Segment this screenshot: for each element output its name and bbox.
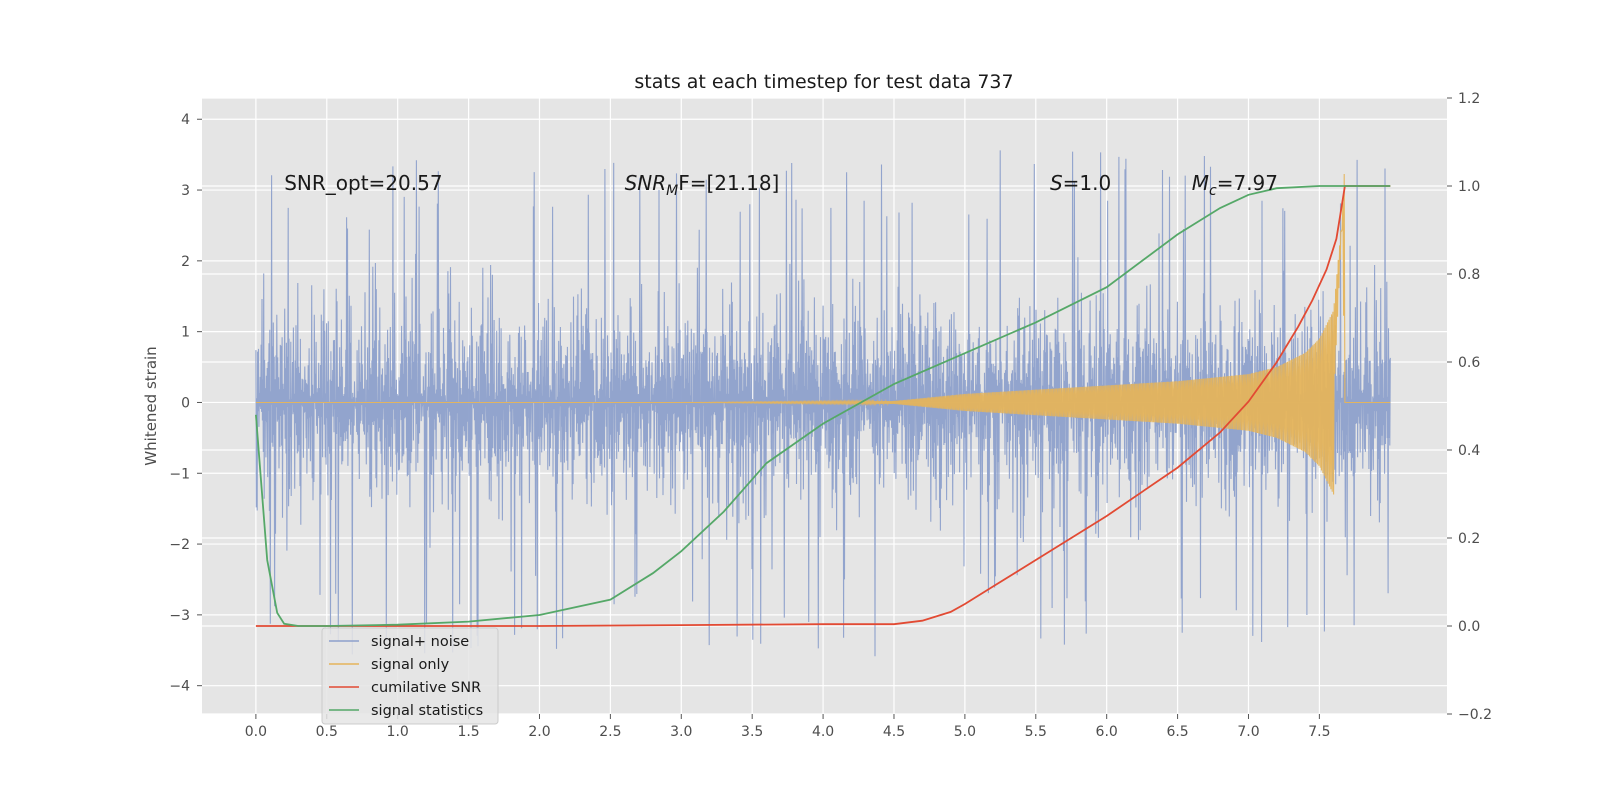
- y-tick-label: 2: [181, 254, 190, 270]
- y-tick-label: −3: [169, 608, 190, 624]
- annotation-s-rest: =1.0: [1063, 171, 1112, 195]
- legend-label-signal-only: signal only: [371, 657, 450, 673]
- annotation-mc-rest: =7.97: [1217, 171, 1278, 195]
- y2-tick-label: 0.8: [1458, 267, 1480, 283]
- annotation-snr-opt: SNR_opt=20.57: [284, 171, 442, 195]
- axis-layer: 0.0 0.5 1.0 1.5 2.0 2.5 3.0 3.5 4.0 4.5 5.0 5.5 6.0 6…: [169, 91, 1492, 740]
- annotation-mc-sub: c: [1209, 183, 1217, 199]
- x-tick-label: 5.5: [1025, 724, 1047, 740]
- series-signal-statistics: [255, 185, 1391, 627]
- x-tick-label: 5.0: [954, 724, 976, 740]
- x-tick-label: 0.5: [316, 724, 338, 740]
- y2-tick-label: 0.0: [1458, 619, 1480, 635]
- x-tick-label: 7.5: [1308, 724, 1330, 740]
- y2-tick-label: −0.2: [1458, 707, 1492, 723]
- legend-label-cumulative-snr: cumilative SNR: [371, 680, 481, 696]
- annotation-s-main: S: [1050, 171, 1063, 195]
- x-tick-label: 2.0: [528, 724, 550, 740]
- annotation-chirp-mass: Mc=7.97: [1192, 171, 1278, 199]
- annotation-snr-mf: SNRMF=[21.18]: [625, 171, 780, 199]
- annotation-snr-mf-sub: M: [666, 183, 678, 199]
- x-tick-label: 7.0: [1237, 724, 1259, 740]
- y2-tick-label: 1.0: [1458, 179, 1480, 195]
- y-axis-label: Whitened strain: [142, 346, 160, 465]
- y2-tick-label: 0.2: [1458, 531, 1480, 547]
- annotation-snr-mf-main: SNR: [625, 171, 667, 195]
- series-cumulative-snr: [255, 185, 1391, 627]
- legend-label-signal-statistics: signal statistics: [371, 703, 483, 719]
- y-tick-label: −1: [169, 466, 190, 482]
- x-tick-label: 1.0: [387, 724, 409, 740]
- x-tick-label: 1.5: [457, 724, 479, 740]
- y-tick-label: 3: [181, 183, 190, 199]
- x-tick-label: 3.5: [741, 724, 763, 740]
- y-tick-label: −2: [169, 537, 190, 553]
- annotation-mc-main: M: [1192, 171, 1209, 195]
- legend-label-signal-noise: signal+ noise: [371, 634, 469, 650]
- legend: signal+ noise signal only cumilative SNR…: [321, 627, 499, 725]
- x-tick-label: 4.5: [883, 724, 905, 740]
- series-signal-only: [255, 173, 1391, 495]
- x-tick-label: 3.0: [670, 724, 692, 740]
- x-tick-label: 0.0: [245, 724, 267, 740]
- y-tick-label: 0: [181, 395, 190, 411]
- annotation-snr-mf-rest: F=[21.18]: [678, 171, 779, 195]
- y-tick-label: 1: [181, 325, 190, 341]
- chart-title: stats at each timestep for test data 737: [634, 71, 1013, 93]
- y2-tick-label: 0.4: [1458, 443, 1480, 459]
- y-tick-label: 4: [181, 112, 190, 128]
- y2-tick-label: 0.6: [1458, 355, 1480, 371]
- y2-tick-label: 1.2: [1458, 91, 1480, 107]
- series-layer: [255, 150, 1391, 657]
- x-tick-label: 6.0: [1096, 724, 1118, 740]
- x-tick-label: 2.5: [599, 724, 621, 740]
- legend-box: [321, 627, 499, 725]
- annotation-s: S=1.0: [1050, 171, 1111, 195]
- x-tick-label: 6.5: [1166, 724, 1188, 740]
- x-tick-label: 4.0: [812, 724, 834, 740]
- y-tick-label: −4: [169, 679, 190, 695]
